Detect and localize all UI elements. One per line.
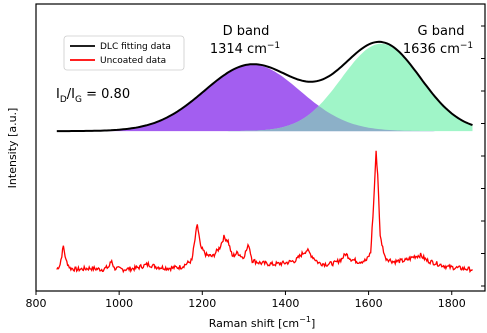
x-tick-label: 800 — [26, 297, 47, 310]
legend-label-uncoated: Uncoated data — [100, 56, 166, 66]
d-band-title: D band — [223, 24, 270, 39]
x-tick-label: 1200 — [188, 297, 216, 310]
x-axis-label: Raman shift [cm−1] — [209, 315, 315, 330]
g-band-fill — [56, 43, 473, 132]
x-tick-label: 1400 — [271, 297, 299, 310]
dlc-fit-line — [56, 40, 473, 133]
intensity-ratio: ID/IG = 0.80 — [56, 87, 130, 105]
legend-box — [63, 35, 185, 71]
plot-layer — [56, 40, 473, 274]
x-tick-label: 1000 — [105, 297, 133, 310]
plot-frame — [35, 3, 486, 292]
y-axis-ticks — [481, 25, 485, 287]
d-band-value: 1314 cm−1 — [210, 41, 280, 57]
y-axis-label: Intensity [a.u.] — [6, 108, 19, 189]
g-band-title: G band — [418, 24, 465, 39]
legend: DLC fitting data Uncoated data — [63, 35, 185, 71]
x-axis-ticks: 800 1000 1200 1400 1600 1800 — [26, 291, 466, 310]
legend-label-dlc: DLC fitting data — [100, 42, 171, 52]
d-band-fill — [56, 64, 473, 132]
x-tick-label: 1800 — [438, 297, 466, 310]
uncoated-line — [56, 150, 473, 274]
g-band-value: 1636 cm−1 — [403, 41, 473, 57]
x-tick-label: 1600 — [355, 297, 383, 310]
